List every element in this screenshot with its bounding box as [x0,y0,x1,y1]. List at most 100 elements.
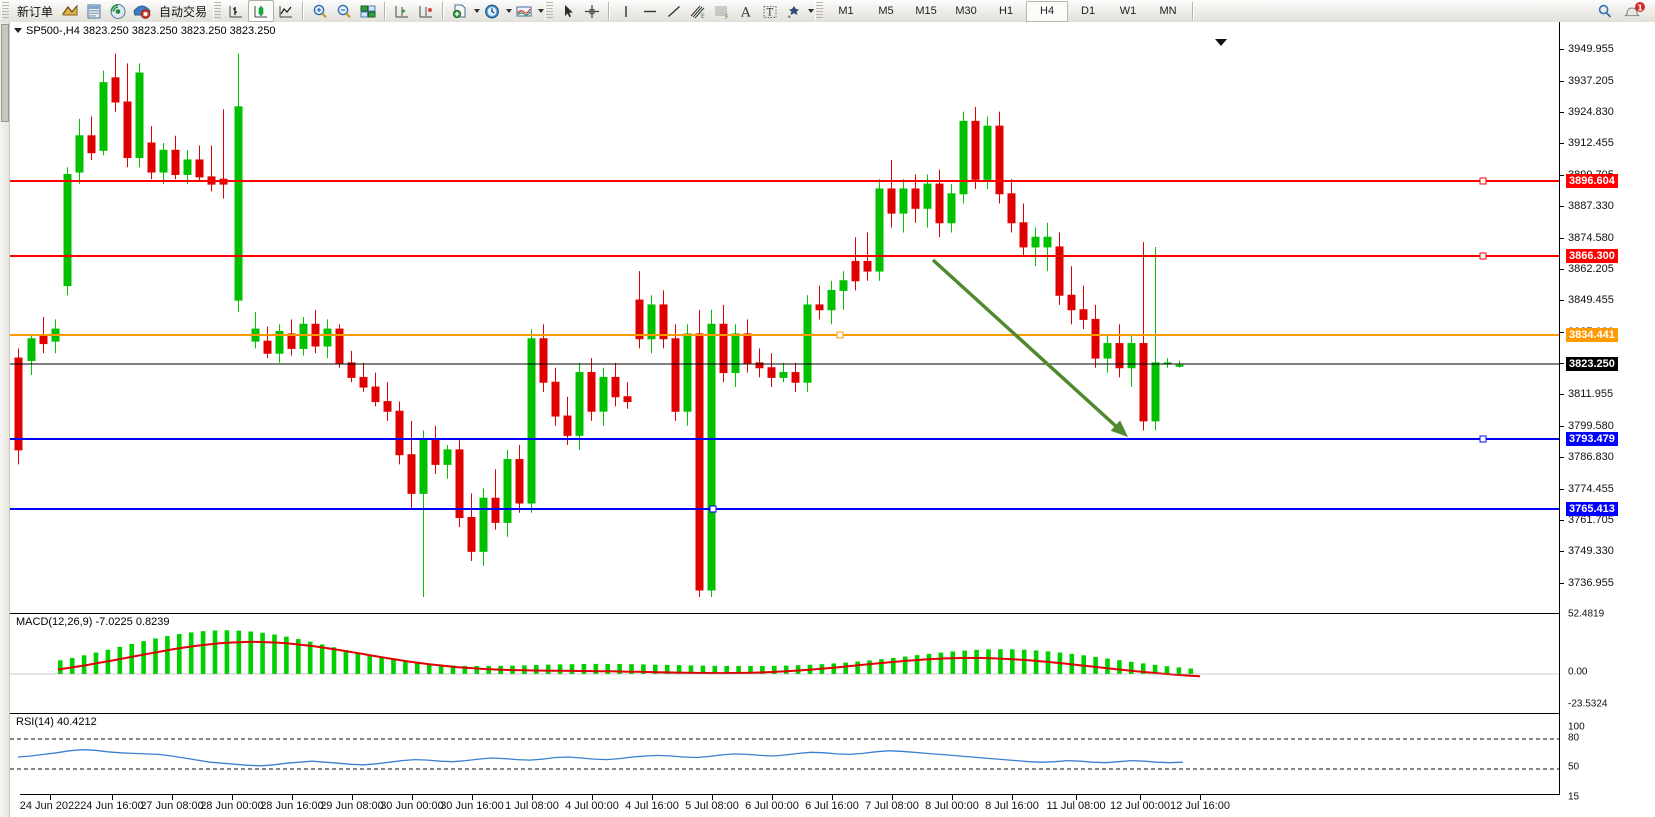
price-badge-resistance-2[interactable]: 3866.300 [1566,249,1618,263]
vertical-scrollbar[interactable] [0,22,10,817]
macd-bar [319,644,325,674]
macd-signal-line [57,640,1201,678]
macd-bar [379,657,384,674]
price-badge-support-1[interactable]: 3793.479 [1566,432,1618,446]
macd-bar [129,643,134,674]
period-dropdown-caret[interactable] [506,9,513,13]
resistance-line-2-handle[interactable] [1479,252,1487,260]
candlestick-mode-icon[interactable] [248,0,275,22]
macd-bar [450,665,456,674]
chart-shift-icon[interactable] [390,1,414,21]
toolbar-separator-3 [442,2,445,20]
horizontal-line-icon[interactable] [638,1,662,21]
candle-body [123,101,132,159]
rsi-line [17,749,1183,767]
candle-body [947,193,956,224]
macd-histogram [58,630,1194,674]
candle-body [791,372,800,383]
zoom-out-icon[interactable] [332,1,356,21]
auto-trading-button[interactable]: 自动交易 [154,1,212,21]
candle-body [635,299,644,340]
toolbar-grip[interactable] [1,2,9,20]
cursor-icon[interactable] [556,1,580,21]
vertical-line-icon[interactable] [614,1,638,21]
fibonacci-icon[interactable]: F [710,1,734,21]
autotrading-icon[interactable] [130,1,154,21]
candle-body [875,188,884,272]
macd-bar [545,664,551,674]
timeframe-h1[interactable]: H1 [999,5,1014,17]
equidistant-channel-icon[interactable]: E [686,1,710,21]
timeframe-m1[interactable]: M1 [838,5,854,17]
candle-body [707,323,716,591]
candle-body [863,260,872,272]
macd-pane[interactable]: MACD(12,26,9) -7.0225 0.8239 [10,613,1560,714]
line-chart-mode-icon[interactable] [274,1,298,21]
timeframe-w1[interactable]: W1 [1119,5,1137,17]
toolbar-grip-3[interactable] [545,2,554,20]
time-tick [112,795,113,800]
price-badge-current-price[interactable]: 3823.250 [1566,357,1618,371]
vertical-scrollbar-thumb[interactable] [1,24,9,122]
trendline-icon[interactable] [662,1,686,21]
signals-icon[interactable] [106,1,130,21]
support-line-2-handle[interactable] [709,505,717,513]
timeframe-m15[interactable]: M15 [915,5,937,17]
chart-collapse-icon[interactable] [14,27,22,33]
auto-scroll-icon[interactable] [414,1,438,21]
price-scale[interactable]: 3949.9553937.2053924.8303912.4553899.705… [1559,22,1655,817]
toolbar-grip-4[interactable] [815,2,824,20]
period-icon[interactable] [480,1,504,21]
market-watch-icon[interactable] [82,1,106,21]
toolbar-grip-2[interactable] [213,2,222,20]
price-tick-label: 3949.955 [1568,43,1614,55]
price-badge-resistance-1[interactable]: 3896.604 [1566,174,1618,188]
search-icon[interactable] [1593,1,1617,21]
macd-bar [1081,655,1086,674]
support-line-1-handle[interactable] [1479,435,1487,443]
alerts-icon[interactable]: 1 [1623,1,1647,21]
objects-dropdown-caret[interactable] [808,9,815,13]
svg-text:F: F [725,14,729,20]
indicators-icon[interactable] [448,1,472,21]
bar-chart-icon[interactable] [58,1,82,21]
price-tick [1560,332,1564,333]
text-icon[interactable]: A [734,1,758,21]
price-badge-support-2[interactable]: 3765.413 [1566,502,1618,516]
resistance-line-1-handle[interactable] [1479,177,1487,185]
templates-icon[interactable] [512,1,536,21]
tile-windows-icon[interactable] [356,1,380,21]
candle-body [611,376,620,398]
macd-bar [248,631,253,674]
crosshair-icon[interactable] [580,1,604,21]
new-order-button[interactable]: 新订单 [12,1,58,21]
timeframe-h4[interactable]: H4 [1026,0,1069,22]
price-badge-pivot-level[interactable]: 3834.441 [1566,328,1618,342]
text-label-icon[interactable]: T [758,1,782,21]
time-scale[interactable]: 24 Jun 2022 24 Jun 16:00 27 Jun 08:00 28 Ju… [20,794,1560,817]
chart-canvas-area[interactable]: SP500-,H4 3823.250 3823.250 3823.250 382… [10,22,1655,817]
candle-body [1127,343,1136,369]
zoom-in-icon[interactable] [308,1,332,21]
pivot-line-handle[interactable] [836,331,844,339]
rsi-pane[interactable]: RSI(14) 40.4212 [10,713,1560,796]
candle-body [755,362,764,369]
macd-bar [1010,649,1015,674]
timeframe-mn[interactable]: MN [1159,5,1177,17]
time-tick [592,795,593,800]
objects-icon[interactable] [782,1,806,21]
svg-text:A: A [740,5,751,20]
indicators-dropdown-caret[interactable] [474,9,481,13]
timeframe-m30[interactable]: M30 [955,5,977,17]
time-tick [1200,795,1201,800]
timeframe-d1[interactable]: D1 [1081,5,1096,17]
macd-bar [1164,666,1170,674]
macd-bar [760,665,765,674]
templates-dropdown-caret[interactable] [538,9,545,13]
price-tick [1560,551,1564,552]
candle-body [899,188,908,214]
bar-chart-mode-icon[interactable] [224,1,248,21]
price-pane[interactable] [10,22,1560,597]
timeframe-m5[interactable]: M5 [878,5,894,17]
down-trend-arrow[interactable] [931,258,1128,437]
